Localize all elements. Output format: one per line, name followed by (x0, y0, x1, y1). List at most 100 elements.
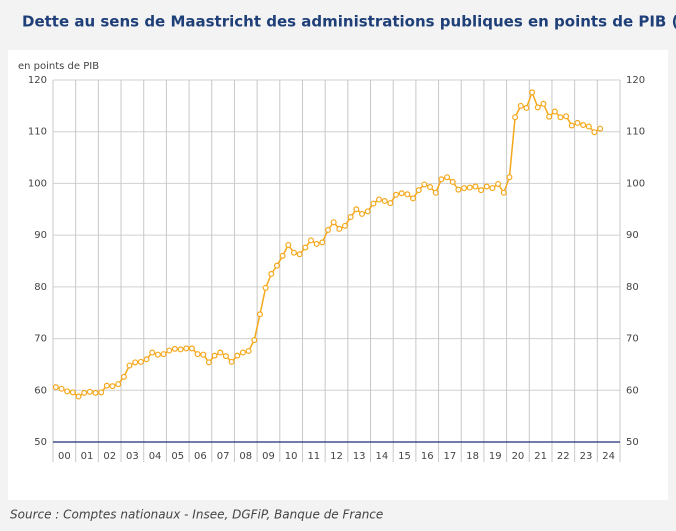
point (188, 345, 195, 352)
point (359, 210, 366, 217)
y-tick-label: 100 (28, 178, 47, 189)
point (546, 113, 553, 120)
source: Source : Comptes nationaux - Insee, DGFi… (10, 508, 383, 522)
point (342, 222, 349, 229)
point (217, 349, 224, 356)
x-tick-label: 07 (217, 451, 230, 462)
point (149, 349, 156, 356)
point (120, 373, 127, 380)
x-tick-label: 16 (421, 451, 434, 462)
x-tick-label: 02 (103, 451, 116, 462)
point (404, 191, 411, 198)
x-tick-label: 22 (557, 451, 570, 462)
point (313, 240, 320, 247)
x-tick-label: 24 (602, 451, 615, 462)
point (273, 262, 280, 269)
point (52, 384, 59, 391)
point (517, 102, 524, 109)
point (285, 241, 292, 248)
point (393, 191, 400, 198)
point (512, 114, 519, 121)
point (234, 352, 241, 359)
point (495, 180, 502, 187)
point (251, 337, 258, 344)
point (183, 345, 190, 352)
point (194, 351, 201, 358)
point (370, 200, 377, 207)
point (551, 108, 558, 115)
x-tick-label: 14 (375, 451, 388, 462)
point (540, 100, 547, 107)
point (177, 346, 184, 353)
y-axis-label: en points de PIB (18, 61, 99, 72)
point (461, 185, 468, 192)
point (597, 125, 604, 132)
point (228, 358, 235, 365)
point (103, 382, 110, 389)
chart-title: Dette au sens de Maastricht des administ… (22, 13, 676, 31)
point (143, 356, 150, 363)
y-tick-label: 120 (28, 75, 47, 86)
y-tick-label: 50 (34, 437, 47, 448)
point (296, 251, 303, 258)
point (319, 239, 326, 246)
point (438, 176, 445, 183)
point (444, 174, 451, 181)
point (563, 113, 570, 120)
point (336, 225, 343, 232)
y2-tick-label: 100 (626, 178, 645, 189)
point (353, 206, 360, 213)
point (92, 389, 99, 396)
point (347, 214, 354, 221)
point (568, 122, 575, 129)
y-tick-label: 110 (28, 127, 47, 138)
point (222, 353, 229, 360)
point (245, 347, 252, 354)
point (211, 352, 218, 359)
x-tick-label: 18 (466, 451, 479, 462)
x-tick-label: 19 (489, 451, 502, 462)
point (256, 311, 263, 318)
point (262, 284, 269, 291)
x-tick-label: 09 (262, 451, 275, 462)
point (506, 174, 513, 181)
y2-tick-label: 90 (626, 230, 639, 241)
point (115, 381, 122, 388)
point (585, 123, 592, 130)
point (98, 389, 105, 396)
point (307, 237, 314, 244)
point (279, 252, 286, 259)
point (58, 385, 65, 392)
point (466, 184, 473, 191)
point (171, 345, 178, 352)
point (160, 351, 167, 358)
point (489, 185, 496, 192)
point (427, 184, 434, 191)
point (109, 383, 116, 390)
y-tick-label: 80 (34, 282, 47, 293)
point (376, 196, 383, 203)
point (69, 389, 76, 396)
x-tick-label: 12 (330, 451, 343, 462)
point (449, 178, 456, 185)
point (302, 244, 309, 251)
point (478, 187, 485, 194)
point (330, 219, 337, 226)
point (137, 358, 144, 365)
point (534, 104, 541, 111)
point (324, 226, 331, 233)
point (381, 198, 388, 205)
y2-tick-label: 120 (626, 75, 645, 86)
y2-tick-label: 110 (626, 127, 645, 138)
x-tick-label: 13 (353, 451, 366, 462)
x-tick-label: 04 (149, 451, 162, 462)
point (557, 114, 564, 121)
point (290, 249, 297, 256)
x-tick-label: 20 (512, 451, 525, 462)
point (410, 195, 417, 202)
point (574, 119, 581, 126)
x-tick-label: 06 (194, 451, 207, 462)
point (200, 351, 207, 358)
x-tick-label: 11 (307, 451, 320, 462)
y2-tick-label: 80 (626, 282, 639, 293)
